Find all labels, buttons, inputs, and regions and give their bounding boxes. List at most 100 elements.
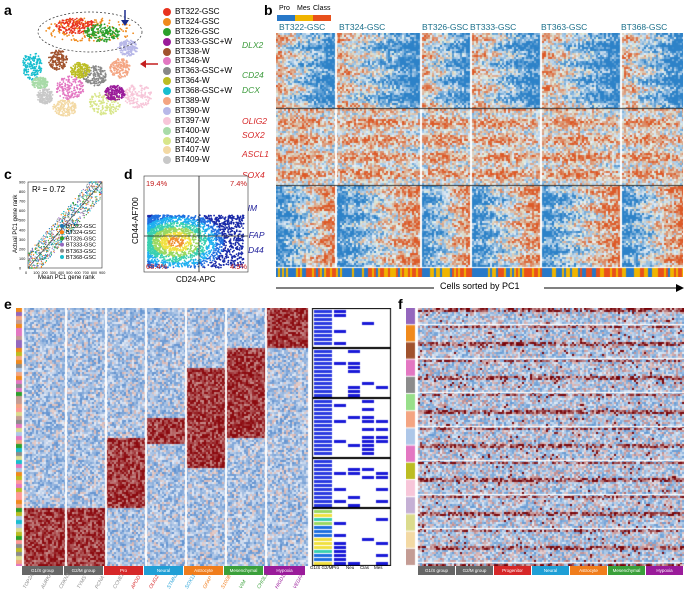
scatter-point	[45, 240, 47, 242]
scatter-point	[28, 252, 31, 254]
facs-event	[178, 265, 180, 268]
tsne-point	[81, 24, 84, 27]
tsne-point	[59, 81, 61, 84]
tsne-point	[34, 69, 37, 72]
tsne-point	[75, 23, 77, 25]
facs-event	[187, 261, 190, 264]
scatter-point	[70, 231, 72, 234]
facs-event	[179, 258, 182, 261]
tsne-point	[79, 80, 81, 82]
legend-item: BT324-GSC	[163, 17, 232, 27]
scatter-point	[86, 185, 88, 187]
y-tick-label: 0	[19, 267, 21, 271]
tsne-point	[86, 34, 89, 37]
tsne-point	[31, 80, 34, 83]
facs-event	[184, 218, 186, 221]
tsne-point	[74, 95, 76, 98]
facs-event	[236, 261, 239, 264]
legend-swatch	[163, 27, 171, 36]
tsne-point	[97, 78, 100, 81]
facs-event	[223, 257, 226, 260]
tsne-point	[88, 23, 91, 26]
scatter-point	[64, 215, 66, 217]
tsne-point	[109, 91, 112, 94]
scatter-point	[85, 214, 87, 216]
tsne-point	[127, 68, 130, 71]
tsne-point	[108, 109, 111, 112]
facs-event	[227, 261, 229, 264]
tsne-point	[55, 112, 58, 114]
tsne-point	[63, 33, 66, 36]
tsne-point	[118, 96, 120, 99]
tsne-point	[130, 54, 132, 57]
legend-label: BT346-W	[175, 56, 210, 66]
tsne-point	[97, 68, 100, 71]
scatter-point	[31, 251, 33, 253]
tsne-point	[81, 19, 84, 22]
scatter-point	[38, 245, 40, 247]
legend-swatch	[163, 136, 171, 145]
y-tick-label: 300	[19, 238, 25, 242]
tsne-point	[78, 91, 81, 94]
tsne-point	[113, 100, 115, 103]
tsne-point	[74, 92, 76, 95]
facs-event	[232, 266, 235, 269]
tsne-point	[81, 26, 84, 29]
legend-label: BT363-GSC+W	[175, 66, 233, 76]
tsne-point	[55, 53, 58, 56]
tsne-point	[42, 86, 45, 89]
tsne-point	[66, 18, 69, 21]
scatter-point	[43, 246, 45, 249]
legend-label: BT407-W	[175, 145, 210, 155]
tsne-point	[113, 84, 115, 87]
tsne-point	[97, 32, 100, 35]
scatter-point	[39, 257, 42, 260]
tsne-point	[112, 98, 115, 100]
tsne-point	[41, 80, 44, 82]
scatter-point	[54, 223, 56, 225]
scatter-legend-swatch	[60, 242, 64, 247]
tsne-point	[57, 59, 60, 62]
scatter-point	[81, 190, 83, 192]
tsne-point	[61, 32, 64, 35]
tsne-point	[97, 28, 100, 30]
x-axis-label: Mean PC1 gene rank	[38, 275, 96, 280]
scatter-point	[100, 187, 103, 189]
tsne-point	[122, 91, 125, 94]
tsne-point	[124, 75, 126, 78]
tsne-point	[117, 31, 119, 34]
tsne-point	[68, 20, 70, 23]
facs-event	[192, 227, 195, 229]
facs-event	[206, 254, 209, 257]
tsne-point	[114, 66, 116, 69]
scatter-point	[86, 183, 88, 185]
scatter-point	[98, 191, 101, 193]
tsne-point	[50, 33, 53, 36]
scatter-point	[60, 214, 62, 216]
scatter-point	[43, 245, 45, 248]
facs-event	[191, 225, 194, 227]
tsne-point	[142, 102, 145, 105]
tsne-point	[61, 102, 63, 105]
facs-event	[159, 266, 161, 269]
scatter-point	[78, 197, 80, 199]
facs-event	[240, 218, 243, 221]
tsne-point	[101, 80, 104, 83]
tsne-point	[35, 63, 38, 66]
tsne-point	[113, 96, 116, 98]
facs-event	[180, 263, 183, 265]
scatter-point	[85, 202, 87, 204]
scatter-point	[99, 189, 101, 191]
tsne-point	[26, 73, 28, 76]
scatter-point	[36, 260, 38, 262]
tsne-point	[141, 95, 144, 98]
scatter-point	[52, 233, 55, 235]
tsne-point	[140, 89, 143, 92]
facs-event	[202, 221, 205, 223]
tsne-point	[48, 26, 51, 29]
tsne-point	[120, 76, 122, 79]
tsne-point	[97, 75, 99, 77]
scatter-point	[85, 194, 87, 197]
scatter-point	[92, 187, 94, 189]
